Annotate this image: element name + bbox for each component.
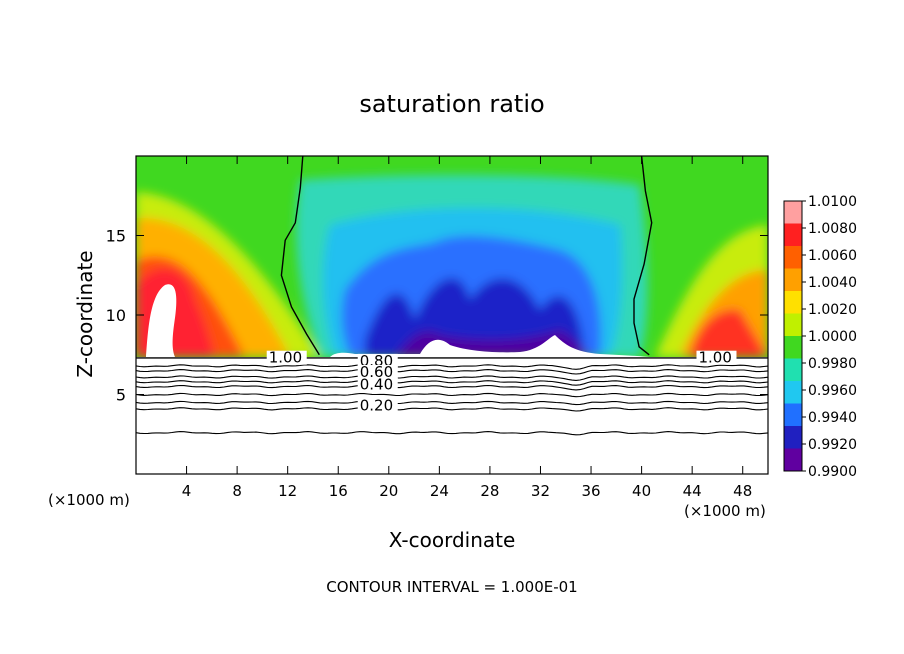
contour-labels: 1.00 1.000.800.600.400.20	[266, 349, 737, 414]
x-tick-label: 48	[733, 482, 752, 500]
colorbar-label: 1.0040	[808, 275, 857, 291]
field-center-white-bumps	[330, 335, 650, 357]
x-tick-label: 24	[430, 482, 449, 500]
colorbar-swatch	[784, 448, 802, 472]
unit-contour-lines	[136, 155, 768, 359]
contour-label-bg	[357, 353, 398, 368]
contour-line	[135, 400, 769, 406]
x-unit-right: (×1000 m)	[684, 502, 766, 520]
x-unit-left: (×1000 m)	[48, 491, 130, 509]
contour-line	[135, 380, 769, 386]
unit-contour-line	[280, 155, 320, 356]
x-tick-label: 20	[379, 482, 398, 500]
colorbar-swatch	[784, 403, 802, 427]
colorbar-swatch	[784, 268, 802, 292]
contour-line	[135, 369, 769, 375]
contour-label-bg	[696, 350, 737, 365]
colorbar-label: 0.9980	[808, 356, 857, 372]
field-left-white-core	[146, 284, 177, 357]
colorbar-swatch	[784, 358, 802, 382]
chart-title: saturation ratio	[359, 90, 544, 118]
field-right-red	[690, 309, 768, 357]
colorbar-label: 1.0020	[808, 302, 857, 318]
contour-line	[135, 431, 769, 436]
contour-lines	[135, 364, 769, 436]
colorbar-label: 0.9900	[808, 464, 857, 480]
colorbar-swatch	[784, 246, 802, 269]
y-axis-ticks: 5 10 15	[106, 227, 768, 405]
colorbar-label: 1.0080	[808, 221, 857, 237]
contour-label: 0.60	[360, 363, 393, 381]
x-tick-label: 36	[581, 482, 600, 500]
x-tick-label: 44	[683, 482, 702, 500]
contour-line	[135, 407, 769, 412]
colorbar-label: 0.9960	[808, 383, 857, 399]
unit-contour-line	[633, 155, 653, 356]
colorbar-swatch	[784, 223, 802, 247]
colorbar-label: 0.9920	[808, 437, 857, 453]
below-cloud-background	[136, 357, 768, 474]
contour-label-bg	[266, 350, 307, 365]
colorbar-label: 1.0100	[808, 194, 857, 210]
x-tick-label: 4	[182, 482, 192, 500]
x-tick-label: 40	[632, 482, 651, 500]
contour-label: 0.40	[360, 376, 393, 394]
x-tick-label: 12	[278, 482, 297, 500]
colorbar-swatch	[784, 336, 802, 359]
contour-label: 1.00	[269, 349, 302, 367]
contour-line	[135, 392, 769, 398]
x-axis-ticks: 4 8 12 16 20 24 28 32 36 40 44 48	[182, 156, 752, 500]
contour-interval-note: CONTOUR INTERVAL = 1.000E-01	[326, 578, 577, 596]
colorbar-swatch	[784, 426, 802, 449]
y-tick-label: 15	[106, 227, 126, 246]
x-tick-label: 28	[480, 482, 499, 500]
colorbar-label: 0.9940	[808, 410, 857, 426]
contour-label-bg	[357, 398, 398, 413]
below-cloud-region	[136, 357, 768, 474]
x-tick-label: 8	[232, 482, 242, 500]
colorbar-label: 1.0000	[808, 329, 857, 345]
contour-label-bg	[357, 365, 398, 380]
heatmap-field	[136, 156, 768, 357]
colorbar-swatch	[784, 291, 802, 314]
contour-label-bg	[357, 377, 398, 392]
colorbar-label: 1.0060	[808, 248, 857, 264]
colorbar-swatch	[784, 201, 802, 224]
contour-label: 0.20	[360, 396, 393, 414]
colorbar: 1.0100 1.0080 1.0060 1.0040 1.0020 1.0000 0.99…	[783, 194, 857, 480]
y-tick-label: 10	[106, 306, 126, 325]
x-tick-label: 16	[329, 482, 348, 500]
colorbar-swatch	[784, 313, 802, 337]
contour-line	[135, 384, 769, 391]
contour-line	[135, 364, 769, 370]
contour-label: 1.00	[698, 349, 731, 367]
y-axis-label: Z-coordinate	[73, 250, 97, 377]
y-tick-label: 5	[116, 386, 126, 405]
x-axis-label: X-coordinate	[389, 528, 516, 552]
x-tick-label: 32	[531, 482, 550, 500]
colorbar-swatch	[784, 381, 802, 404]
contour-line	[135, 375, 769, 381]
